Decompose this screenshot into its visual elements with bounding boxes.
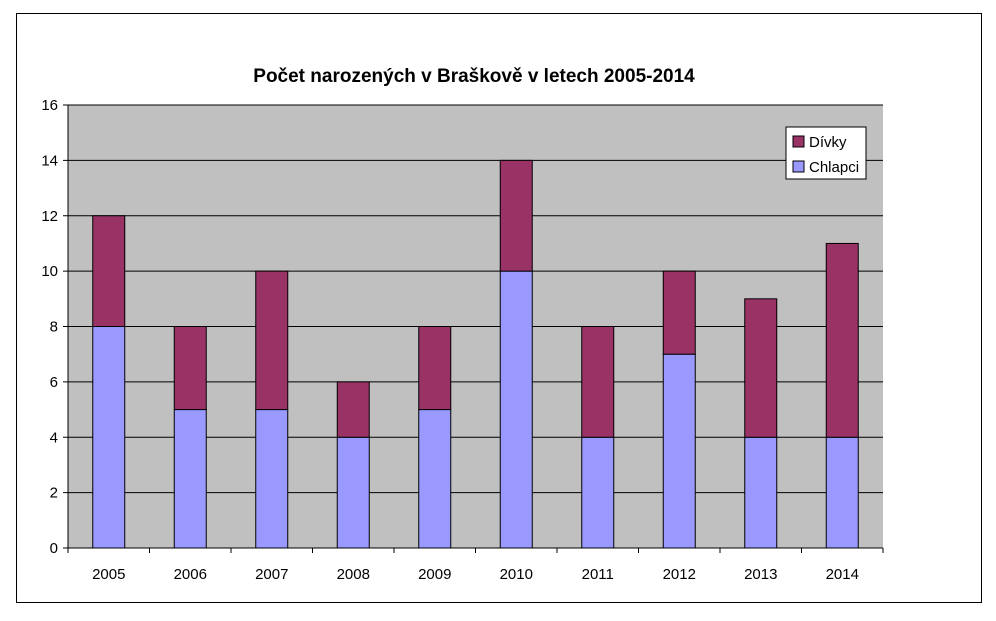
x-tick-label-2011: 2011 <box>582 566 614 583</box>
x-tick-label-2009: 2009 <box>418 566 451 583</box>
legend-swatch-chlapci <box>792 160 805 173</box>
bar-dívky-2013 <box>744 298 778 438</box>
x-tick-label-2006: 2006 <box>174 566 207 583</box>
bar-chlapci-2008 <box>336 436 370 549</box>
bar-chlapci-2014 <box>825 436 859 549</box>
x-tick-label-2005: 2005 <box>92 566 125 583</box>
x-tick-label-2007: 2007 <box>255 566 288 583</box>
bars <box>92 159 859 549</box>
y-tick-label-10: 10 <box>41 263 58 280</box>
x-tick-label-2012: 2012 <box>663 566 696 583</box>
bar-dívky-2006 <box>173 326 207 411</box>
y-tick-label-14: 14 <box>41 152 58 169</box>
legend-label-chlapci: Chlapci <box>809 159 859 176</box>
bar-dívky-2007 <box>255 270 289 411</box>
bar-chlapci-2009 <box>418 409 452 549</box>
x-tick-label-2008: 2008 <box>337 566 370 583</box>
y-tick-label-8: 8 <box>50 319 58 336</box>
bar-dívky-2012 <box>662 270 696 355</box>
y-tick-label-12: 12 <box>41 208 58 225</box>
legend-label-dívky: Dívky <box>809 134 847 151</box>
bar-chlapci-2010 <box>499 270 533 549</box>
y-tick-label-0: 0 <box>50 540 58 557</box>
bar-dívky-2014 <box>825 242 859 438</box>
y-tick-label-2: 2 <box>50 485 58 502</box>
x-axis-ticks: 2005 2006 2007 2008 2009 2010 2011 2012 2013 2014 <box>67 548 884 583</box>
bar-dívky-2008 <box>336 381 370 438</box>
bar-chlapci-2005 <box>92 326 126 549</box>
bar-chlapci-2006 <box>173 409 207 549</box>
bar-dívky-2010 <box>499 159 533 272</box>
chart-title: Počet narozených v Braškově v letech 200… <box>253 66 695 87</box>
bar-chlapci-2007 <box>255 409 289 549</box>
bar-chlapci-2013 <box>744 436 778 549</box>
bar-dívky-2009 <box>418 326 452 411</box>
legend: Dívky Chlapci <box>785 126 867 180</box>
y-tick-label-6: 6 <box>50 374 58 391</box>
x-tick-label-2014: 2014 <box>826 566 859 583</box>
y-tick-label-4: 4 <box>50 429 58 446</box>
bar-dívky-2011 <box>581 326 615 438</box>
x-tick-label-2010: 2010 <box>500 566 533 583</box>
bar-chlapci-2012 <box>662 353 696 549</box>
y-tick-label-16: 16 <box>41 97 58 114</box>
bar-chlapci-2011 <box>581 436 615 549</box>
x-tick-label-2013: 2013 <box>744 566 777 583</box>
bar-dívky-2005 <box>92 215 126 327</box>
legend-swatch-dívky <box>792 135 805 148</box>
y-axis-ticks: 0 2 4 6 8 10 12 14 16 <box>41 97 68 557</box>
